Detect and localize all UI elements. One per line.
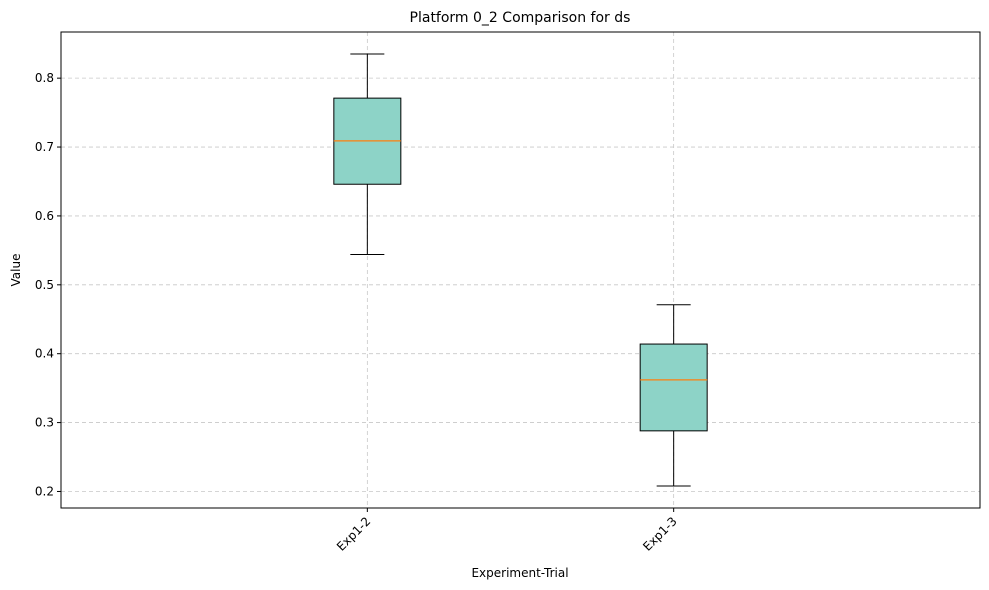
chart-title: Platform 0_2 Comparison for ds (410, 10, 631, 26)
boxes (333, 53, 708, 487)
y-tick-label: 0.2 (35, 484, 54, 498)
y-tick-label: 0.8 (35, 71, 54, 85)
y-axis: 0.2 0.3 0.4 0.5 0.6 0.7 0.8 (35, 71, 61, 498)
y-tick-label: 0.6 (35, 209, 54, 223)
box-Exp1-2 (333, 53, 402, 256)
y-tick-label: 0.4 (35, 347, 54, 361)
iqr-box (639, 343, 708, 432)
y-tick-label: 0.5 (35, 278, 54, 292)
box-Exp1-3 (639, 304, 708, 487)
x-axis-label: Experiment-Trial (471, 566, 568, 580)
y-axis-label: Value (9, 254, 23, 287)
plot-frame (60, 31, 981, 509)
y-tick-label: 0.3 (35, 416, 54, 430)
y-tick-label: 0.7 (35, 140, 54, 154)
